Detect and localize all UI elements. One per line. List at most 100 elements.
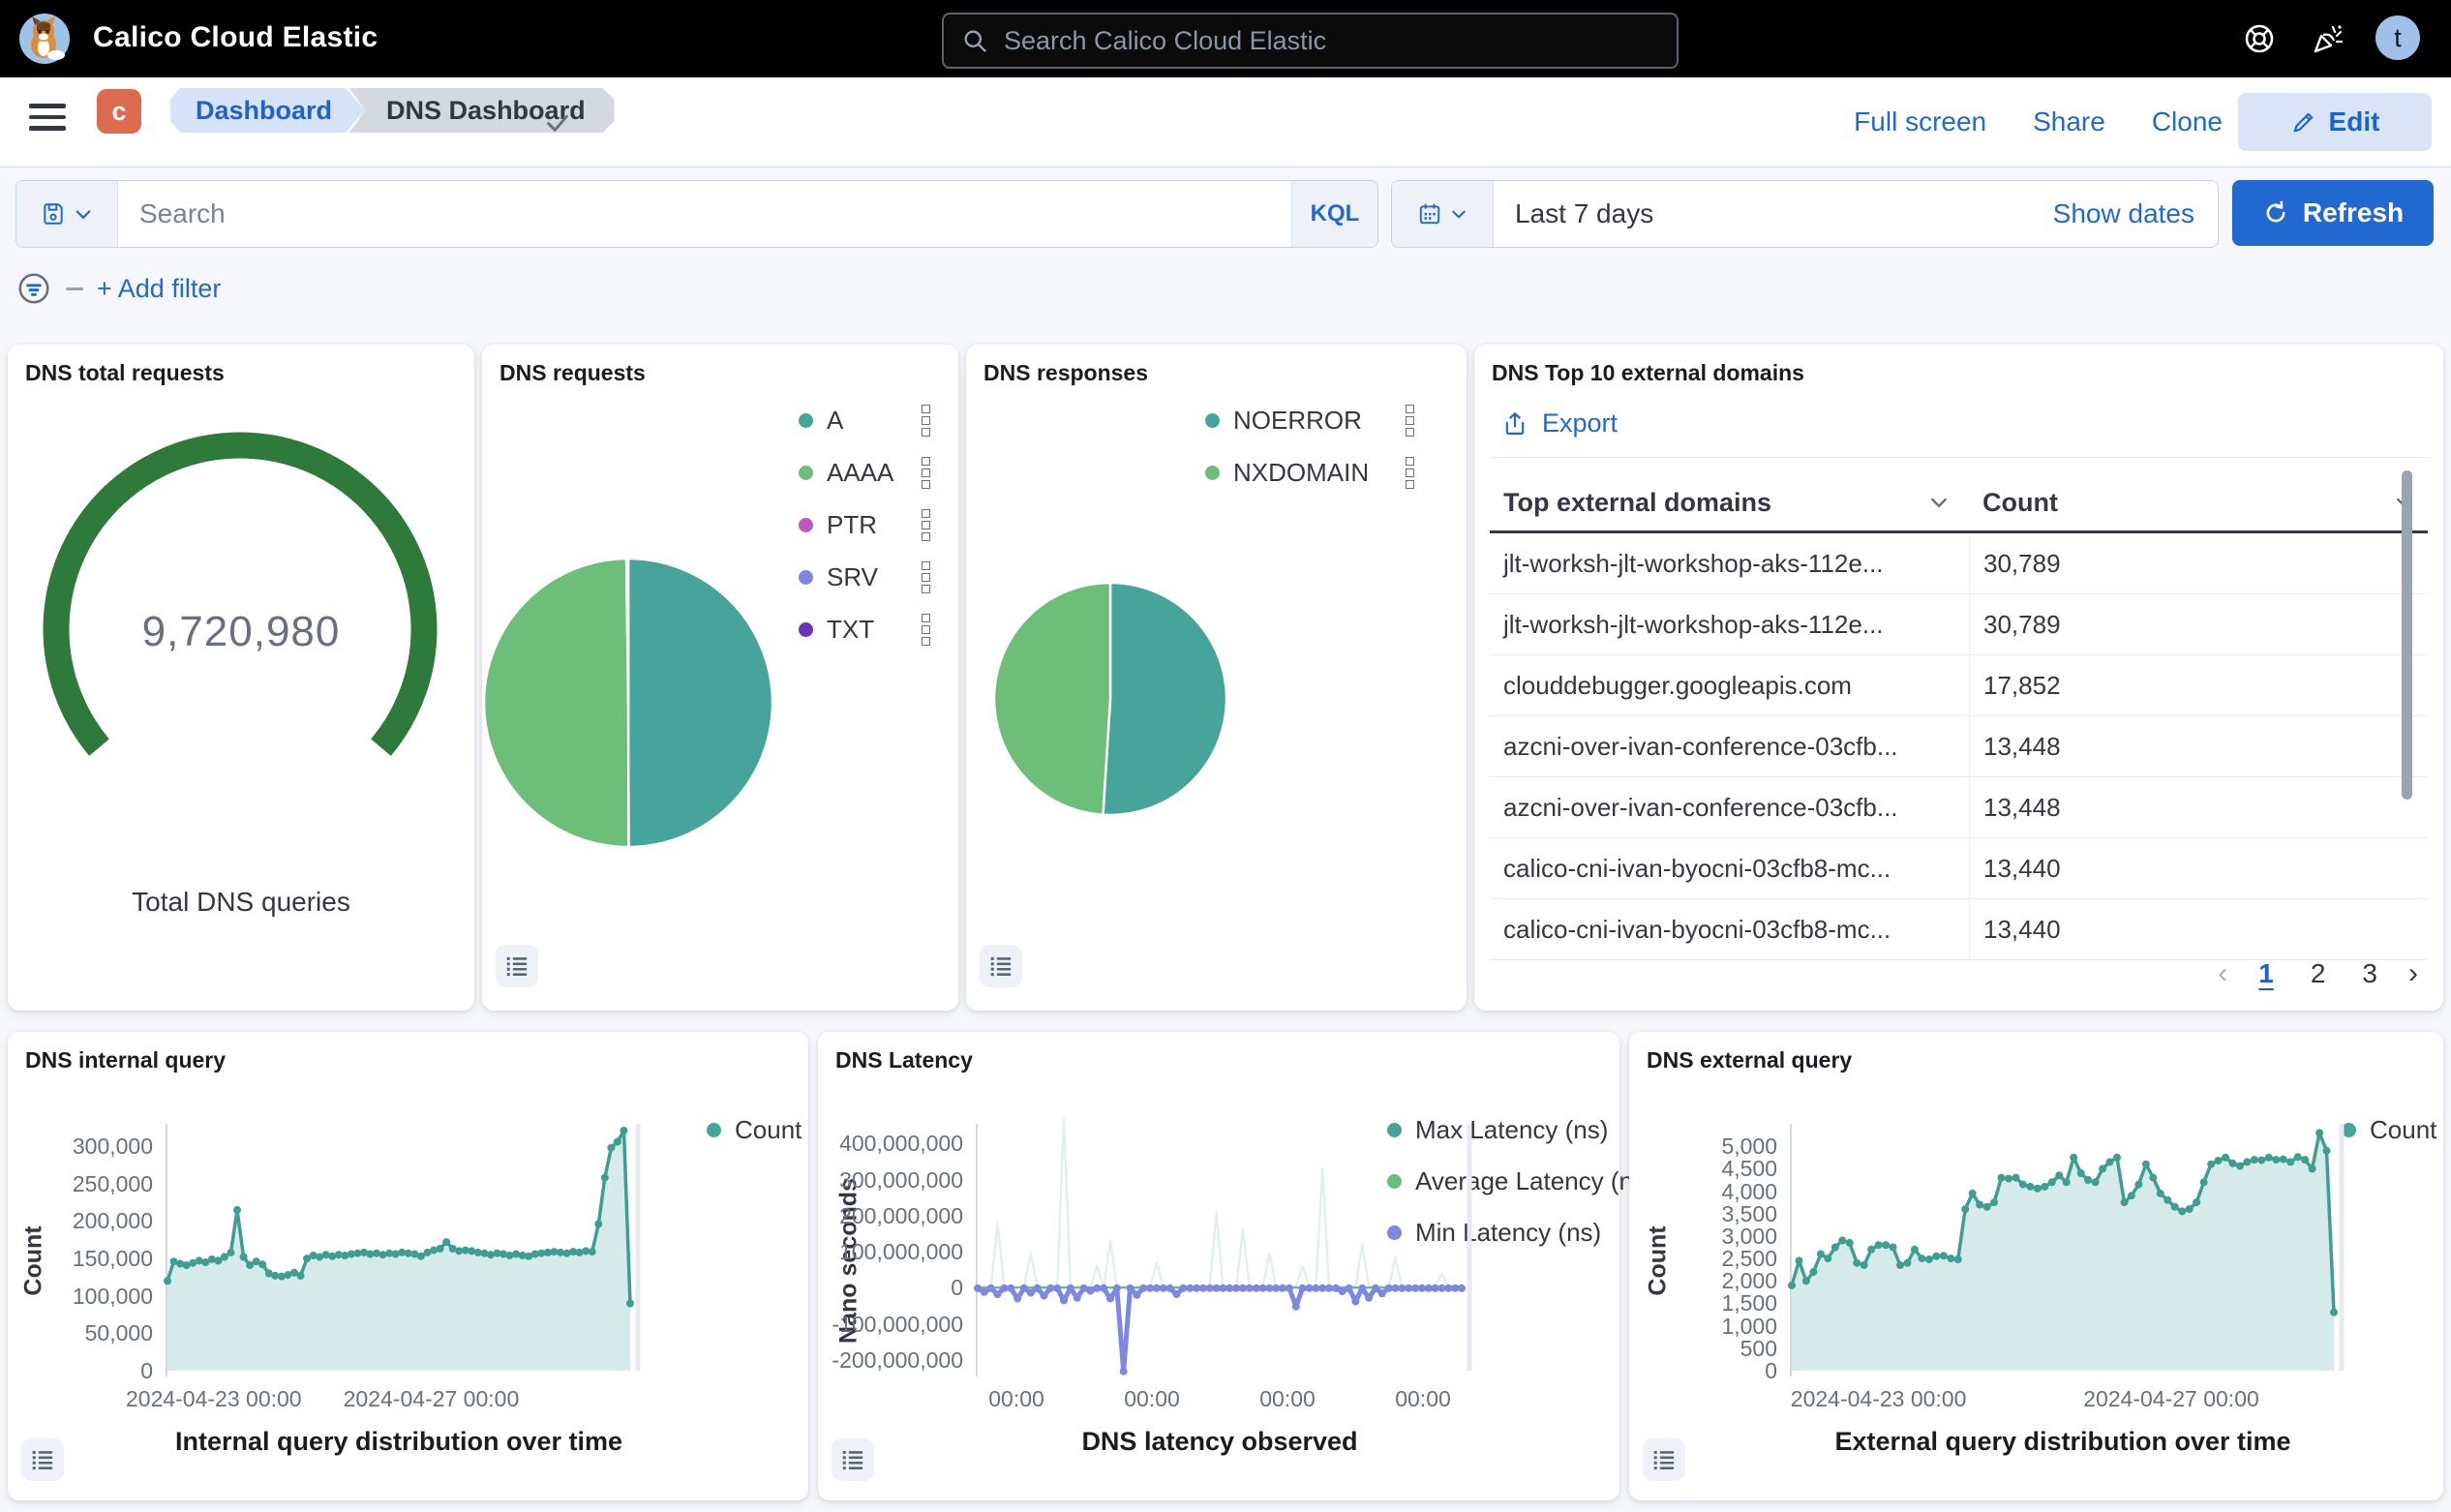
full-screen-link[interactable]: Full screen <box>1854 106 1986 137</box>
refresh-button[interactable]: Refresh <box>2232 180 2434 246</box>
pie-slice-NXDOMAIN[interactable] <box>994 583 1110 815</box>
pagination-next-icon[interactable]: › <box>2408 957 2418 990</box>
cell-domain: clouddebugger.googleapis.com <box>1503 655 1939 715</box>
pie-slice-A[interactable] <box>628 559 772 847</box>
y-tick-label: -200,000,000 <box>818 1347 963 1374</box>
panel-dns-external-query: DNS external query Count Count External … <box>1629 1032 2443 1500</box>
panel-title: DNS Latency <box>835 1047 973 1074</box>
date-quick-menu[interactable] <box>1392 181 1494 247</box>
legend-list-toggle-button[interactable] <box>832 1438 874 1481</box>
dns-dashboard-page: Calico Cloud Elastic t <box>0 0 2451 1512</box>
filter-icon[interactable] <box>15 270 52 307</box>
cell-count-value: 30,789 <box>1970 549 2061 579</box>
global-search-input[interactable] <box>1002 25 1677 57</box>
refresh-icon <box>2262 199 2289 227</box>
cell-count: 30,789 <box>1969 533 2386 593</box>
pagination-prev-icon[interactable]: ‹ <box>2218 957 2227 990</box>
table-row: jlt-worksh-jlt-workshop-aks-112e...30,78… <box>1490 533 2428 594</box>
y-tick-label: 150,000 <box>8 1246 153 1272</box>
calico-logo[interactable] <box>17 12 72 66</box>
legend-label: Count <box>735 1115 802 1145</box>
table-scrollbar[interactable] <box>2402 470 2412 800</box>
chart-legend: Count <box>2342 1115 2436 1145</box>
pagination-page-3[interactable]: 3 <box>2356 954 2383 993</box>
y-tick-label: 0 <box>1632 1358 1777 1384</box>
panel-dns-total-requests: DNS total requests 9,720,980 Total DNS q… <box>8 345 474 1011</box>
kql-language-button[interactable]: KQL <box>1291 181 1377 247</box>
panel-dns-internal-query: DNS internal query Count Count Internal … <box>8 1032 808 1500</box>
legend-color-dot <box>707 1123 721 1137</box>
panel-dns-latency: DNS Latency Max Latency (ns)Average Late… <box>818 1032 1619 1500</box>
panel-dns-responses: DNS responses NOERRORNXDOMAIN <box>966 345 1467 1011</box>
pie-slice-AAAA[interactable] <box>484 559 628 847</box>
cell-count-value: 30,789 <box>1970 610 2061 640</box>
pagination-page-2[interactable]: 2 <box>2305 954 2332 993</box>
saved-query-menu[interactable] <box>16 181 118 247</box>
legend-item[interactable]: Count <box>707 1115 802 1145</box>
edit-button[interactable]: Edit <box>2238 93 2432 151</box>
global-search[interactable] <box>942 13 1679 69</box>
legend-list-toggle-button[interactable] <box>21 1438 64 1481</box>
list-icon <box>988 953 1014 979</box>
cell-count: 13,448 <box>1969 716 2386 776</box>
clone-link[interactable]: Clone <box>2152 106 2223 137</box>
legend-list-toggle-button[interactable] <box>496 945 538 987</box>
list-icon <box>840 1447 865 1472</box>
gauge-label: Total DNS queries <box>8 887 474 918</box>
y-tick-label: 0 <box>8 1358 153 1384</box>
legend-label: Count <box>2370 1115 2436 1145</box>
export-label: Export <box>1542 408 1618 438</box>
cell-count-value: 13,440 <box>1970 915 2061 945</box>
y-tick-label: 300,000 <box>8 1134 153 1160</box>
pencil-icon <box>2290 108 2317 136</box>
show-dates-link[interactable]: Show dates <box>2053 198 2218 229</box>
cell-count-value: 13,448 <box>1970 732 2061 762</box>
export-icon <box>1501 410 1528 438</box>
app-title: Calico Cloud Elastic <box>93 21 378 54</box>
help-lifebuoy-icon[interactable] <box>2240 19 2279 58</box>
cell-count: 13,440 <box>1969 899 2386 959</box>
y-tick-label: 100,000 <box>8 1284 153 1310</box>
legend-list-toggle-button[interactable] <box>1643 1438 1685 1481</box>
list-icon <box>1651 1447 1677 1472</box>
export-button[interactable]: Export <box>1501 408 1618 438</box>
cell-count: 30,789 <box>1969 594 2386 654</box>
panel-title: DNS internal query <box>25 1047 226 1074</box>
edit-button-label: Edit <box>2329 106 2380 137</box>
time-range-value[interactable]: Last 7 days <box>1494 198 2053 229</box>
table-row: calico-cni-ivan-byocni-03cfb8-mc... 13,44… <box>1490 899 2428 960</box>
sort-chevron-icon <box>1927 491 1951 514</box>
pie-slice-NOERROR[interactable] <box>1103 583 1226 815</box>
x-tick-label: 00:00 <box>1287 1386 1558 1412</box>
y-tick-label: 100,000,000 <box>818 1239 963 1265</box>
news-party-popper-icon[interactable] <box>2310 19 2348 58</box>
cell-domain: azcni-over-ivan-conference-03cfb... <box>1503 716 1939 776</box>
cell-count-value: 13,448 <box>1970 793 2061 823</box>
x-tick-label: 2024-04-23 00:00 <box>1743 1386 2014 1412</box>
date-picker: Last 7 days Show dates <box>1391 180 2219 248</box>
cell-domain: jlt-worksh-jlt-workshop-aks-112e... <box>1503 594 1939 654</box>
table-body: jlt-worksh-jlt-workshop-aks-112e... 30,78… <box>1490 533 2428 960</box>
cell-domain: azcni-over-ivan-conference-03cfb... <box>1503 777 1939 837</box>
breadcrumb-dashboard[interactable]: Dashboard <box>170 88 365 133</box>
panel-title: DNS Top 10 external domains <box>1492 360 1804 386</box>
query-bar: KQL <box>15 180 1378 248</box>
legend-list-toggle-button[interactable] <box>980 945 1022 987</box>
top-app-bar: Calico Cloud Elastic t <box>0 0 2451 77</box>
column-header-domains[interactable]: Top external domains <box>1503 474 1949 530</box>
cell-count: 13,440 <box>1969 838 2386 898</box>
list-icon <box>30 1447 55 1472</box>
pagination-page-1[interactable]: 1 <box>2253 954 2280 993</box>
add-filter-button[interactable]: + Add filter <box>97 274 221 304</box>
column-header-count[interactable]: Count <box>1969 474 2428 530</box>
cell-domain: calico-cni-ivan-byocni-03cfb8-mc... <box>1503 899 1939 959</box>
y-tick-label: 400,000,000 <box>818 1131 963 1157</box>
share-link[interactable]: Share <box>2033 106 2105 137</box>
legend-item[interactable]: Count <box>2342 1115 2436 1145</box>
kql-search-input[interactable] <box>118 197 1291 230</box>
chart-legend: Count <box>707 1115 802 1145</box>
user-avatar[interactable]: t <box>2375 15 2420 60</box>
check-icon[interactable] <box>542 107 573 138</box>
menu-hamburger-icon[interactable] <box>29 104 66 136</box>
space-badge[interactable]: c <box>97 89 141 134</box>
